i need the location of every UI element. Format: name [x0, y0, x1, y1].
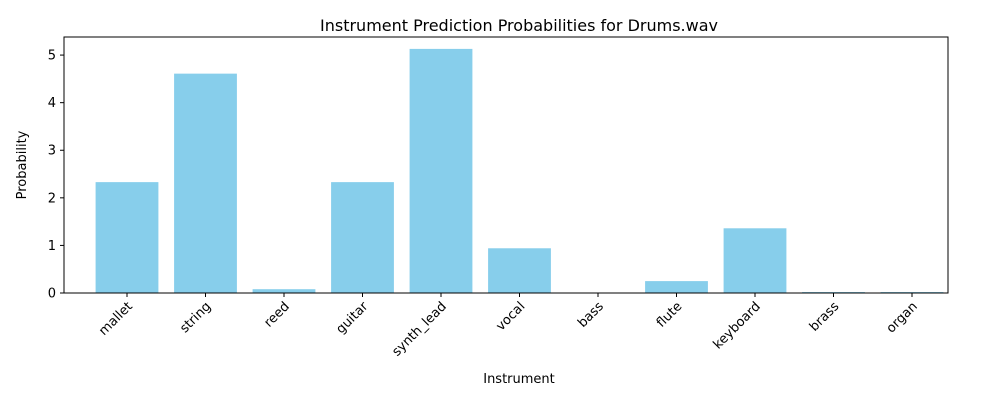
bar-keyboard [723, 228, 787, 293]
x-tick-label: synth_lead [389, 299, 449, 359]
bar-string [174, 73, 237, 293]
y-tick-label: 4 [48, 96, 56, 111]
bar-guitar [331, 182, 394, 293]
x-tick-label: brass [807, 299, 843, 335]
x-tick-label: reed [261, 299, 292, 330]
x-tick-label: vocal [493, 299, 528, 334]
x-axis-ticks: mallet string reed guitar synth_lead vocal bas… [96, 293, 921, 360]
bar-vocal [488, 248, 551, 293]
y-tick-label: 5 [48, 49, 56, 64]
chart-title: Instrument Prediction Probabilities for … [320, 16, 718, 35]
y-axis-label: Probability [15, 130, 30, 199]
bar-mallet [95, 182, 159, 293]
bar-reed [252, 289, 316, 293]
x-tick-label: keyboard [711, 299, 764, 352]
y-tick-label: 3 [48, 144, 56, 159]
bar-flute [645, 281, 708, 293]
y-axis-ticks: 0 1 2 3 4 5 [48, 49, 64, 302]
x-tick-label: guitar [333, 299, 371, 337]
x-tick-label: organ [884, 299, 921, 336]
x-tick-label: bass [575, 299, 607, 331]
x-tick-label: flute [654, 299, 685, 330]
plot-frame [63, 36, 949, 294]
x-tick-label: string [177, 299, 214, 336]
y-tick-label: 2 [48, 191, 56, 206]
x-tick-label: mallet [96, 299, 136, 339]
y-tick-label: 1 [48, 239, 56, 254]
y-tick-label: 0 [48, 287, 56, 302]
x-axis-label: Instrument [483, 372, 555, 387]
bar-synth_lead [409, 48, 473, 294]
bars-group [95, 48, 944, 294]
